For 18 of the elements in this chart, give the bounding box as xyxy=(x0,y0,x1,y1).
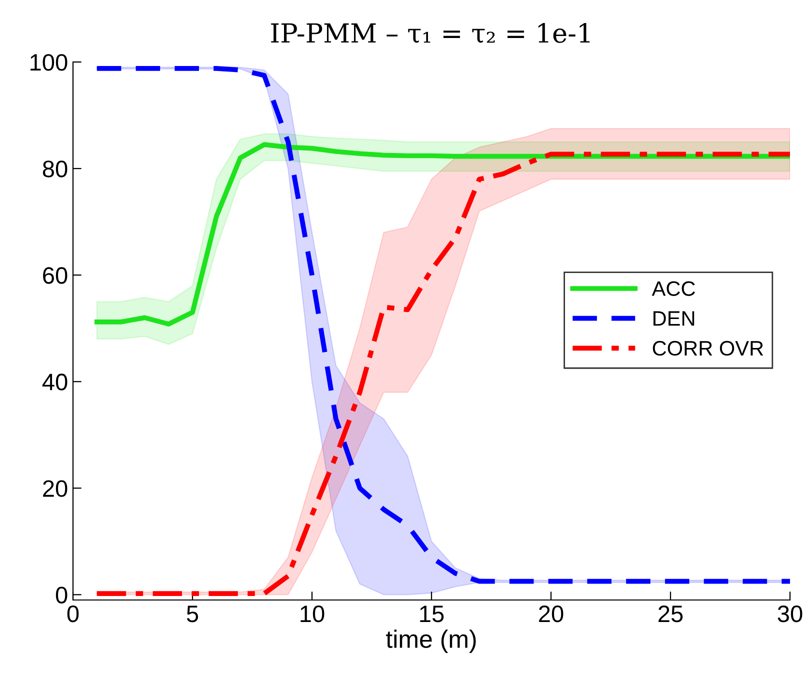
y-tick-label: 20 xyxy=(43,480,68,497)
x-axis-title: time (m) xyxy=(386,630,476,653)
x-tick-label: 30 xyxy=(778,605,802,622)
x-tick-label: 10 xyxy=(300,605,324,622)
legend-label: CORR OVR xyxy=(652,340,764,356)
x-tick-label: 15 xyxy=(420,606,444,622)
x-tick-label: 5 xyxy=(186,606,198,622)
y-tick-label: 100 xyxy=(30,54,68,71)
x-tick-label: 0 xyxy=(67,605,79,622)
y-tick-label: 0 xyxy=(56,586,68,604)
chart-title: IP-PMM – τ₁ = τ₂ = 1e-1 xyxy=(271,22,590,43)
legend-label: ACC xyxy=(652,281,695,296)
y-tick-label: 60 xyxy=(43,267,68,284)
x-tick-label: 20 xyxy=(539,605,564,622)
y-tick-label: 40 xyxy=(42,374,68,390)
y-tick-label: 80 xyxy=(42,160,68,178)
x-tick-label: 25 xyxy=(658,605,683,622)
legend-label: DEN xyxy=(654,311,694,326)
